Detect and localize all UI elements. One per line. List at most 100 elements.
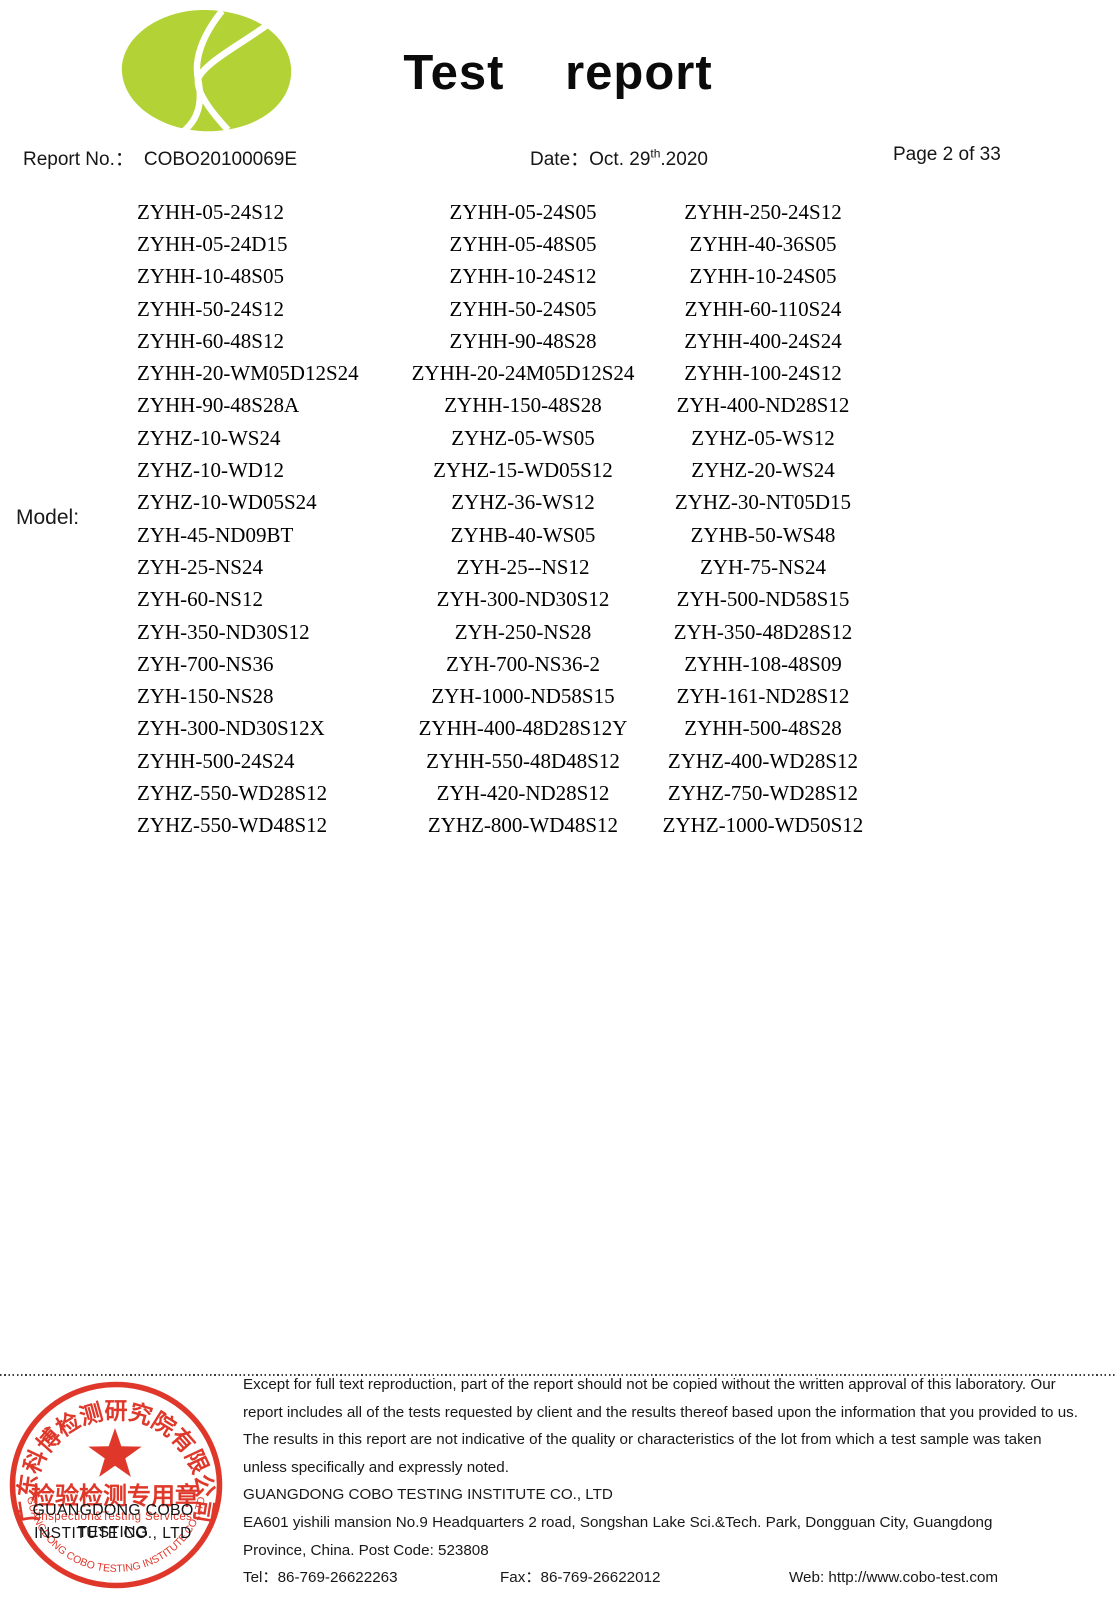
logo-curve [194,20,272,133]
model-cell: ZYH-350-48D28S12 [673,619,853,644]
model-cell: ZYHH-60-48S12 [137,328,284,353]
model-cell: ZYHZ-15-WD05S12 [433,458,613,483]
model-row: ZYHH-10-48S05 ZYHH-10-24S12 ZYHH-10-24S05 [120,261,875,293]
model-row: ZYH-300-ND30S12X ZYHH-400-48D28S12Y ZYHH-5… [120,713,875,745]
page-title: Test report [403,46,713,100]
model-cell: ZYHH-50-24S12 [137,296,284,321]
disclaimer-line: Except for full text reproduction, part … [243,1376,1056,1393]
report-number: Report No.： COBO20100069E [23,144,297,171]
model-row: ZYH-25-NS24 ZYH-25--NS12 ZYH-75-NS24 [120,551,875,583]
model-cell: ZYH-1000-ND58S15 [431,684,615,709]
model-cell: ZYHZ-750-WD28S12 [667,780,859,805]
model-row: ZYHZ-10-WD12 ZYHZ-15-WD05S12 ZYHZ-20-WS24 [120,454,875,486]
fax: Fax：86-769-26622012 [500,1564,660,1592]
model-cell: ZYHH-250-24S12 [684,199,842,224]
web-value: http://www.cobo-test.com [828,1569,999,1587]
model-cell: ZYH-420-ND28S12 [436,780,610,805]
model-cell: ZYHH-40-36S05 [689,231,837,256]
model-cell: ZYHZ-05-WS12 [691,425,835,450]
model-cell: ZYHH-400-48D28S12Y [418,716,628,741]
model-cell: ZYH-400-ND28S12 [676,393,850,418]
model-cell: ZYHH-05-48S05 [449,231,597,256]
model-cell: ZYH-250-NS28 [454,619,592,644]
model-cell: ZYHH-90-48S28 [449,328,597,353]
model-cell: ZYHH-50-24S05 [449,296,597,321]
model-cell: ZYHZ-30-NT05D15 [674,490,852,515]
contact-line: Tel：86-769-26622263 Fax：86-769-26622012 … [243,1564,1113,1592]
model-cell: ZYHH-500-48S28 [684,716,842,741]
model-row: ZYH-150-NS28 ZYH-1000-ND58S15 ZYH-161-ND28… [120,680,875,712]
model-cell: ZYHZ-20-WS24 [691,458,835,483]
stamp-under-line1: GUANGDONG COBO TESTING [32,1502,194,1541]
model-cell: ZYH-45-ND09BT [137,522,294,547]
date-ordinal: th [650,146,661,161]
report-number-value: COBO20100069E [143,149,298,170]
model-cell: ZYHH-400-24S24 [684,328,842,353]
model-cell: ZYHZ-10-WS24 [137,425,281,450]
model-cell: ZYHZ-1000-WD50S12 [662,813,864,838]
model-cell: ZYHZ-10-WD05S24 [137,490,317,515]
company-address-line1: EA601 yishili mansion No.9 Headquarters … [243,1513,993,1531]
model-cell: ZYHZ-550-WD48S12 [137,813,328,838]
model-cell: ZYH-300-ND30S12 [436,587,610,612]
report-date: Date：Oct. 29th.2020 [530,144,708,171]
model-table: ZYHH-05-24S12 ZYHH-05-24S05 ZYHH-250-24S12… [120,196,875,842]
model-cell: ZYHH-05-24S05 [449,199,597,224]
company-address-line2: Province, China. Post Code: 523808 [243,1541,489,1559]
model-row: ZYHZ-10-WS24 ZYHZ-05-WS05 ZYHZ-05-WS12 [120,422,875,454]
date-suffix: .2020 [660,149,708,170]
model-row: ZYH-700-NS36 ZYH-700-NS36-2 ZYHH-108-48S09 [120,648,875,680]
model-cell: ZYHH-100-24S12 [684,361,842,386]
model-cell: ZYHH-150-48S28 [444,393,602,418]
company-name: GUANGDONG COBO TESTING INSTITUTE CO., LT… [243,1486,613,1504]
model-cell: ZYHH-05-24S12 [137,199,284,224]
model-cell: ZYHZ-36-WS12 [451,490,595,515]
model-cell: ZYH-161-ND28S12 [676,684,850,709]
model-cell: ZYHZ-550-WD28S12 [137,780,328,805]
stamp-under-line2: INSTITUTE CO., LTD [34,1525,192,1542]
page-indicator: Page 2 of 33 [893,144,1001,165]
model-row: ZYH-350-ND30S12 ZYH-250-NS28 ZYH-350-48D28… [120,616,875,648]
model-cell: ZYHZ-400-WD28S12 [667,748,859,773]
model-cell: ZYHH-108-48S09 [684,651,842,676]
model-cell: ZYHH-550-48D48S12 [426,748,620,773]
tel-label: Tel： [243,1569,278,1587]
model-row: ZYHH-500-24S24 ZYHH-550-48D48S12 ZYHZ-400-… [120,745,875,777]
model-cell: ZYHZ-800-WD48S12 [427,813,619,838]
model-cell: ZYHH-90-48S28A [137,393,300,418]
model-row: ZYHZ-550-WD48S12 ZYHZ-800-WD48S12 ZYHZ-100… [120,810,875,842]
model-cell: ZYH-150-NS28 [137,684,274,709]
date-label: Date： [530,149,590,170]
model-row: ZYHH-20-WM05D12S24 ZYHH-20-24M05D12S24 ZYH… [120,357,875,389]
disclaimer-line: The results in this report are not indic… [243,1431,1042,1449]
model-cell: ZYHB-40-WS05 [450,522,596,547]
footer-divider [0,1374,1116,1376]
date-prefix: Oct. 29 [589,149,651,170]
model-cell: ZYH-700-NS36-2 [446,651,600,676]
model-cell: ZYHH-10-48S05 [137,264,284,289]
model-cell: ZYHH-10-24S05 [689,264,837,289]
model-label: Model: [16,506,80,529]
seal-en-small-line: Inspection&Testing Services [38,1511,193,1523]
cobo-logo-icon [121,9,292,133]
model-cell: ZYHH-05-24D15 [137,231,288,256]
model-cell: ZYHB-50-WS48 [690,522,836,547]
seal-ring [9,1381,223,1589]
model-cell: ZYH-300-ND30S12X [137,716,325,741]
header-info-row: Report No.： COBO20100069E Date：Oct. 29th.… [0,144,1116,170]
model-row: ZYHZ-550-WD28S12 ZYH-420-ND28S12 ZYHZ-750-… [120,777,875,809]
model-cell: ZYH-25--NS12 [456,554,590,579]
tel-value: 86-769-26622263 [277,1569,398,1587]
model-table-body: ZYHH-05-24S12 ZYHH-05-24S05 ZYHH-250-24S12… [120,196,875,842]
model-cell: ZYHH-60-110S24 [684,296,842,321]
website: Web: http://www.cobo-test.com [789,1564,998,1592]
model-row: ZYH-45-ND09BT ZYHB-40-WS05 ZYHB-50-WS48 [120,519,875,551]
model-row: ZYHH-60-48S12 ZYHH-90-48S28 ZYHH-400-24S24 [120,325,875,357]
disclaimer-line: unless specifically and expressly noted. [243,1458,509,1476]
seal-star-icon [88,1428,142,1477]
model-row: ZYHH-50-24S12 ZYHH-50-24S05 ZYHH-60-110S24 [120,293,875,325]
footer-text-block: Except for full text reproduction, part … [243,1371,1113,1592]
model-cell: ZYHH-10-24S12 [449,264,597,289]
disclaimer-line: report includes all of the tests request… [243,1403,1078,1421]
